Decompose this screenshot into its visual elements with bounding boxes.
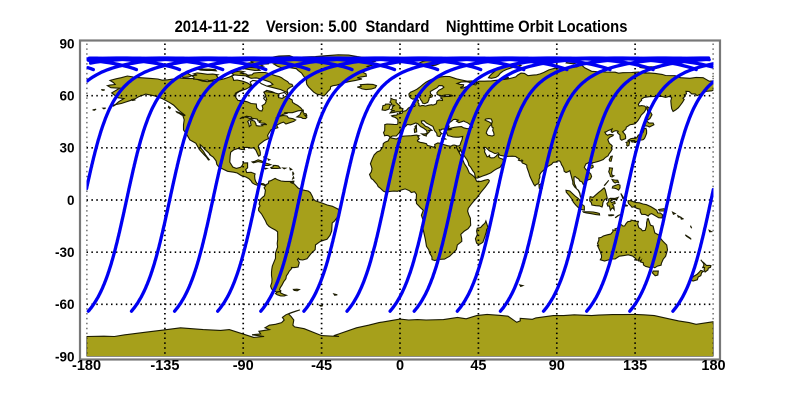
svg-text:45: 45 (470, 358, 486, 374)
svg-text:2014-11-22 Version: 5.00 S: 2014-11-22 Version: 5.00 Standard Nightt… (175, 18, 628, 36)
svg-text:-135: -135 (150, 358, 179, 374)
svg-text:90: 90 (549, 358, 565, 374)
svg-text:30: 30 (59, 141, 74, 156)
svg-text:-90: -90 (233, 358, 254, 374)
svg-text:-90: -90 (55, 349, 75, 364)
svg-text:135: 135 (623, 358, 647, 374)
svg-text:-30: -30 (55, 245, 75, 260)
svg-text:90: 90 (59, 36, 74, 51)
svg-text:180: 180 (701, 358, 725, 374)
svg-text:0: 0 (67, 193, 75, 208)
svg-text:0: 0 (396, 358, 404, 374)
svg-text:-45: -45 (311, 358, 332, 374)
svg-text:-60: -60 (55, 297, 75, 312)
svg-text:-180: -180 (72, 358, 101, 374)
svg-text:60: 60 (59, 89, 74, 104)
